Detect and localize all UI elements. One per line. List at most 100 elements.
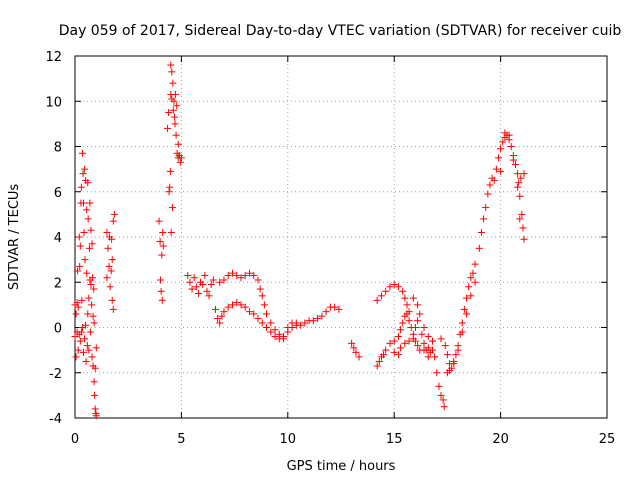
axis-ticks	[74, 55, 608, 419]
data-point	[440, 403, 448, 411]
data-point	[517, 174, 525, 182]
data-point	[348, 339, 356, 347]
data-point	[83, 269, 91, 277]
data-point	[452, 351, 460, 359]
data-point	[515, 179, 523, 187]
data-point	[486, 181, 494, 189]
data-point	[87, 281, 95, 289]
data-point	[159, 242, 167, 250]
data-point	[108, 235, 116, 243]
data-point	[450, 360, 458, 368]
data-point	[463, 294, 471, 302]
data-point	[409, 294, 417, 302]
data-point	[352, 348, 360, 356]
data-point	[318, 312, 326, 320]
data-point	[76, 242, 84, 250]
data-point	[465, 283, 473, 291]
data-point	[418, 330, 426, 338]
data-point	[382, 346, 390, 354]
data-point	[174, 140, 182, 148]
data-point	[505, 131, 513, 139]
y-tick-labels: -4 -2 0 2 4 6 8 10 12	[45, 50, 62, 427]
data-point	[260, 301, 268, 309]
data-point	[72, 353, 80, 361]
data-point	[83, 342, 91, 350]
data-point	[157, 287, 165, 295]
data-point	[79, 170, 87, 178]
data-point	[167, 61, 175, 69]
data-point	[390, 281, 398, 289]
data-point	[471, 260, 479, 268]
data-point	[401, 294, 409, 302]
data-point	[83, 206, 91, 214]
data-point	[422, 346, 430, 354]
data-point	[104, 244, 112, 252]
data-point	[170, 97, 178, 105]
data-point	[87, 226, 95, 234]
data-point	[514, 183, 522, 191]
data-point	[224, 271, 232, 279]
data-point	[463, 310, 471, 318]
data-point	[106, 283, 114, 291]
data-point	[254, 276, 262, 284]
data-point	[267, 319, 275, 327]
data-point	[171, 113, 179, 121]
data-point	[237, 274, 245, 282]
data-point	[85, 244, 93, 252]
data-point	[467, 274, 475, 282]
data-point	[414, 317, 422, 325]
data-point	[190, 274, 198, 282]
data-point	[401, 339, 409, 347]
data-point	[254, 314, 262, 322]
data-point	[168, 68, 176, 76]
data-point	[176, 158, 184, 166]
data-point	[394, 333, 402, 341]
data-point	[437, 391, 445, 399]
data-point	[241, 303, 249, 311]
data-point	[78, 296, 86, 304]
data-point	[169, 79, 177, 87]
data-point	[494, 154, 502, 162]
data-point	[446, 366, 454, 374]
data-point	[520, 235, 528, 243]
data-point	[420, 324, 428, 331]
data-point	[331, 303, 339, 311]
data-point	[82, 321, 90, 329]
data-point	[110, 210, 118, 218]
data-point	[288, 319, 296, 327]
data-point	[188, 285, 196, 293]
data-point	[245, 308, 253, 316]
data-point	[220, 276, 228, 284]
data-point	[88, 240, 96, 248]
data-point	[157, 276, 165, 284]
data-point	[194, 290, 202, 298]
data-point	[80, 348, 88, 356]
data-point	[169, 106, 177, 114]
data-point	[454, 346, 462, 354]
data-point	[184, 271, 192, 279]
data-point	[263, 324, 271, 331]
data-point	[90, 378, 98, 386]
data-point	[192, 283, 200, 291]
data-point	[373, 296, 381, 304]
chart-title: Day 059 of 2017, Sidereal Day-to-day VTE…	[59, 23, 622, 39]
data-point	[435, 382, 443, 390]
data-point	[519, 224, 527, 232]
data-point	[109, 217, 117, 225]
data-point	[424, 353, 432, 361]
data-point	[271, 333, 279, 341]
data-point	[516, 192, 524, 200]
data-point	[165, 188, 173, 196]
data-point	[386, 283, 394, 291]
data-point	[439, 396, 447, 404]
x-tick-label: 10	[280, 432, 297, 447]
data-point	[211, 305, 219, 313]
data-point	[471, 278, 479, 286]
data-point	[250, 271, 258, 279]
data-point	[108, 256, 116, 264]
data-point	[405, 337, 413, 345]
data-point	[71, 333, 79, 341]
data-point	[520, 170, 528, 178]
data-point	[433, 369, 441, 377]
data-point	[497, 145, 505, 153]
